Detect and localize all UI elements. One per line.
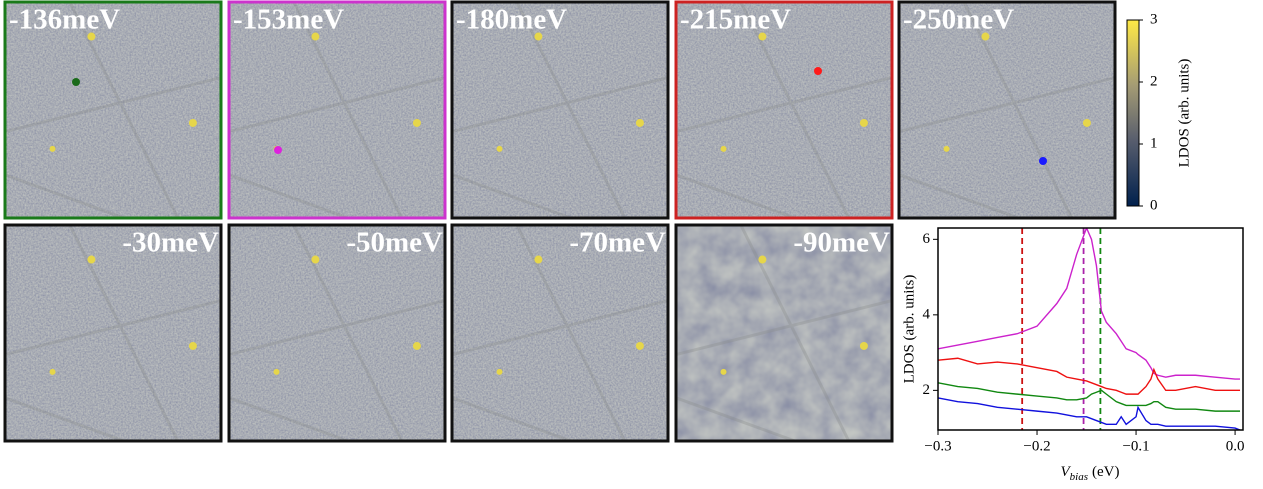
panel-label: -136meV: [9, 4, 120, 36]
defect: [87, 32, 96, 41]
defect: [720, 145, 727, 152]
stm-image: [676, 225, 892, 441]
defect: [49, 145, 56, 152]
x-tick-label: −0.1: [1122, 438, 1149, 454]
x-tick-label: −0.3: [924, 438, 951, 454]
spectrum-line: [938, 357, 1241, 395]
stm-image: [229, 2, 445, 218]
x-label-symbol: V: [1061, 464, 1072, 480]
stm-image: [452, 225, 668, 441]
spectrum-line: [938, 228, 1241, 380]
defect: [412, 341, 421, 350]
panel-border: [3, 223, 223, 443]
panel-border: [897, 0, 1117, 220]
spectrum-line: [938, 382, 1241, 412]
plot-area: [938, 228, 1241, 430]
panel-label: -153meV: [233, 4, 344, 36]
defect: [635, 118, 644, 127]
x-axis-label: Vbias (eV): [1061, 464, 1120, 482]
panel-border: [227, 223, 447, 443]
defect: [1082, 118, 1091, 127]
stm-image: [452, 2, 668, 218]
panel-border: [674, 0, 894, 220]
panel-border: [3, 0, 223, 220]
colorbar-label: LDOS (arb. units): [1176, 59, 1192, 168]
defect: [49, 368, 56, 375]
spectrum-location: [1039, 157, 1047, 165]
defect: [758, 32, 767, 41]
panel-label: -250meV: [903, 4, 1014, 36]
x-label-unit: (eV): [1092, 464, 1119, 480]
panel-label: -180meV: [456, 4, 567, 36]
colorbar-tick-label: 1: [1150, 135, 1158, 151]
stm-image: [899, 2, 1115, 218]
defect: [534, 32, 543, 41]
panel-label: -215meV: [680, 4, 791, 36]
panel-label: -70meV: [569, 227, 666, 259]
spectrum-line: [938, 397, 1241, 430]
stm-image: [676, 2, 892, 218]
colorbar-tick-label: 2: [1150, 73, 1158, 89]
defect: [534, 255, 543, 264]
x-label-subscript: bias: [1070, 471, 1088, 483]
panel-label: -30meV: [122, 227, 219, 259]
defect: [188, 341, 197, 350]
colorbar-tick-label: 3: [1150, 11, 1158, 27]
plot-frame: [937, 227, 1244, 431]
defect: [412, 118, 421, 127]
defect: [758, 255, 767, 264]
x-tick-label: 0.0: [1226, 438, 1245, 454]
colorbar-tick-label: 0: [1150, 197, 1158, 213]
defect: [635, 341, 644, 350]
panel-border: [674, 223, 894, 443]
defect: [859, 341, 868, 350]
panel-label: -90meV: [793, 227, 890, 259]
panel-border: [227, 0, 447, 220]
defect: [188, 118, 197, 127]
spectrum-location: [72, 78, 80, 86]
defect: [859, 118, 868, 127]
defect: [981, 32, 990, 41]
y-tick-label: 2: [923, 382, 931, 398]
x-tick-label: −0.2: [1023, 438, 1050, 454]
defect: [496, 145, 503, 152]
defect: [311, 255, 320, 264]
defect: [87, 255, 96, 264]
stm-image: [5, 225, 221, 441]
panel-border: [450, 0, 670, 220]
defect: [273, 368, 280, 375]
y-tick-label: 4: [923, 306, 931, 322]
y-axis-label: LDOS (arb. units): [901, 275, 917, 384]
defect: [943, 145, 950, 152]
stm-image: [5, 2, 221, 218]
stm-image: [229, 225, 445, 441]
spectrum-location: [814, 67, 822, 75]
colorbar: [1126, 19, 1140, 207]
panel-label: -50meV: [346, 227, 443, 259]
defect: [496, 368, 503, 375]
panel-border: [450, 223, 670, 443]
defect: [720, 368, 727, 375]
y-tick-label: 6: [923, 231, 931, 247]
defect: [311, 32, 320, 41]
spectrum-location: [274, 146, 282, 154]
